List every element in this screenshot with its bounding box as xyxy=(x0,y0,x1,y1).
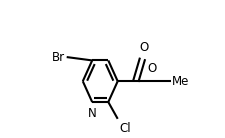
Text: Me: Me xyxy=(171,75,189,88)
Text: Cl: Cl xyxy=(119,121,130,135)
Text: N: N xyxy=(88,107,96,120)
Text: Br: Br xyxy=(52,51,65,64)
Text: O: O xyxy=(147,62,156,75)
Text: O: O xyxy=(139,41,148,54)
